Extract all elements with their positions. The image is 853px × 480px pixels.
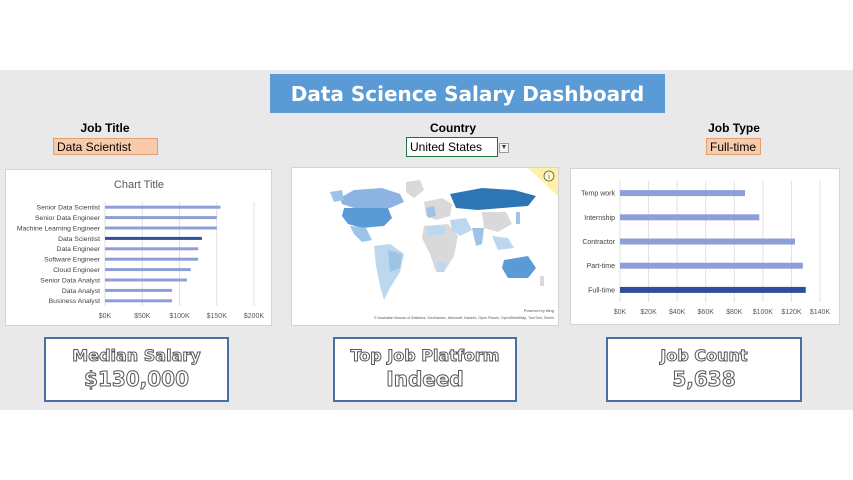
world-map-svg: i Powered by Bing © Australian Bureau of… [330, 168, 558, 320]
job-count-label: Job Count [660, 346, 748, 366]
map-region-usa[interactable] [342, 208, 392, 228]
bar-business-analyst[interactable] [105, 299, 173, 303]
bar-software-engineer[interactable] [105, 257, 199, 261]
bar-senior-data-engineer[interactable] [105, 216, 217, 220]
bar-machine-learning-engineer[interactable] [105, 226, 217, 230]
bar-part-time[interactable] [620, 262, 803, 269]
job-type-label: Job Type [708, 121, 760, 135]
bar-data-engineer[interactable] [105, 247, 199, 251]
x-tick-label: $150K [207, 313, 228, 320]
category-label-data-scientist: Data Scientist [58, 236, 100, 243]
bar-data-analyst[interactable] [105, 288, 173, 292]
map-region-south-africa[interactable] [436, 262, 446, 272]
top-job-platform-card: Top Job Platform Indeed [333, 337, 517, 402]
map-region-middle-east[interactable] [450, 218, 472, 236]
dropdown-arrow-icon[interactable]: ▼ [499, 143, 509, 153]
dashboard-title: Data Science Salary Dashboard [270, 74, 665, 113]
x-tick-label: $120K [781, 309, 802, 316]
x-tick-label: $100K [753, 309, 774, 316]
category-label-internship: Internship [584, 215, 615, 222]
map-region-russia[interactable] [450, 188, 536, 210]
svg-text:i: i [548, 174, 550, 181]
chart-title: Chart Title [114, 179, 164, 191]
category-label-cloud-engineer: Cloud Engineer [53, 267, 101, 274]
x-tick-label: $60K [698, 309, 715, 316]
x-tick-label: $0K [99, 313, 112, 320]
map-region-mexico[interactable] [350, 226, 372, 242]
category-label-senior-data-scientist: Senior Data Scientist [37, 205, 101, 212]
job-count-value: 5,638 [672, 367, 736, 392]
map-region-china[interactable] [482, 212, 512, 232]
job-title-label: Job Title [80, 121, 130, 135]
job-type-salary-chart[interactable]: $0K $20K $40K $60K $80K $100K $120K $140K Temp w… [570, 168, 840, 325]
bar-contractor[interactable] [620, 238, 795, 245]
job-title-salary-svg: $0K $50K $100K $150K $200K Senior Data Scient… [17, 179, 265, 320]
category-label-temp-work: Temp work [581, 191, 615, 198]
bar-full-time[interactable] [620, 286, 806, 293]
job-type-input[interactable]: Full-time [706, 138, 761, 155]
category-label-software-engineer: Software Engineer [44, 257, 101, 264]
map-region-japan[interactable] [516, 212, 520, 224]
map-region-greenland[interactable] [406, 180, 424, 198]
country-map-chart[interactable]: i Powered by Bing © Australian Bureau of… [291, 167, 559, 326]
map-region-canada[interactable] [340, 188, 404, 210]
info-icon[interactable]: i [528, 168, 558, 196]
map-attribution: © Australian Bureau of Statistics, GeoNa… [374, 316, 554, 320]
category-label-machine-learning-engineer: Machine Learning Engineer [17, 225, 101, 232]
job-title-salary-chart[interactable]: $0K $50K $100K $150K $200K Senior Data Scient… [5, 169, 272, 326]
x-tick-label: $100K [169, 313, 190, 320]
map-region-north-africa[interactable] [426, 226, 446, 236]
x-tick-label: $20K [640, 309, 657, 316]
map-region-new-zealand[interactable] [540, 276, 544, 286]
median-salary-card: Median Salary $130,000 [44, 337, 229, 402]
job-title-input[interactable]: Data Scientist [53, 138, 158, 155]
median-salary-value: $130,000 [83, 367, 189, 392]
bar-senior-data-analyst[interactable] [105, 278, 187, 282]
map-region-southeast-asia[interactable] [492, 236, 514, 250]
median-salary-label: Median Salary [72, 346, 201, 366]
x-tick-label: $40K [669, 309, 686, 316]
map-region-india[interactable] [472, 228, 484, 246]
country-label: Country [430, 121, 476, 135]
bar-internship[interactable] [620, 214, 760, 221]
top-job-platform-value: Indeed [386, 367, 464, 392]
map-region-africa[interactable] [422, 224, 458, 272]
category-label-senior-data-analyst: Senior Data Analyst [40, 277, 100, 284]
map-region-western-europe[interactable] [426, 206, 436, 218]
category-label-contractor: Contractor [582, 239, 615, 246]
bar-data-scientist[interactable] [105, 236, 202, 240]
map-regions [330, 180, 544, 300]
map-powered-by: Powered by Bing [524, 308, 554, 313]
x-tick-label: $200K [244, 313, 265, 320]
category-label-data-analyst: Data Analyst [62, 288, 100, 295]
category-label-full-time: Full-time [588, 287, 615, 294]
category-label-business-analyst: Business Analyst [49, 298, 100, 305]
x-tick-label: $80K [726, 309, 743, 316]
map-region-australia[interactable] [502, 256, 536, 278]
map-region-brazil[interactable] [388, 250, 402, 272]
job-type-salary-svg: $0K $20K $40K $60K $80K $100K $120K $140K Temp w… [581, 181, 831, 316]
category-label-data-engineer: Data Engineer [57, 246, 101, 253]
category-label-part-time: Part-time [587, 263, 616, 270]
map-region-alaska[interactable] [330, 190, 344, 202]
category-label-senior-data-engineer: Senior Data Engineer [35, 215, 101, 222]
job-count-card: Job Count 5,638 [606, 337, 802, 402]
bar-cloud-engineer[interactable] [105, 268, 191, 272]
x-tick-label: $140K [810, 309, 831, 316]
bar-temp-work[interactable] [620, 190, 745, 197]
x-tick-label: $50K [134, 313, 151, 320]
x-tick-label: $0K [614, 309, 627, 316]
top-job-platform-label: Top Job Platform [350, 346, 500, 366]
bar-senior-data-scientist[interactable] [105, 205, 221, 209]
country-select[interactable]: United States [406, 137, 498, 157]
